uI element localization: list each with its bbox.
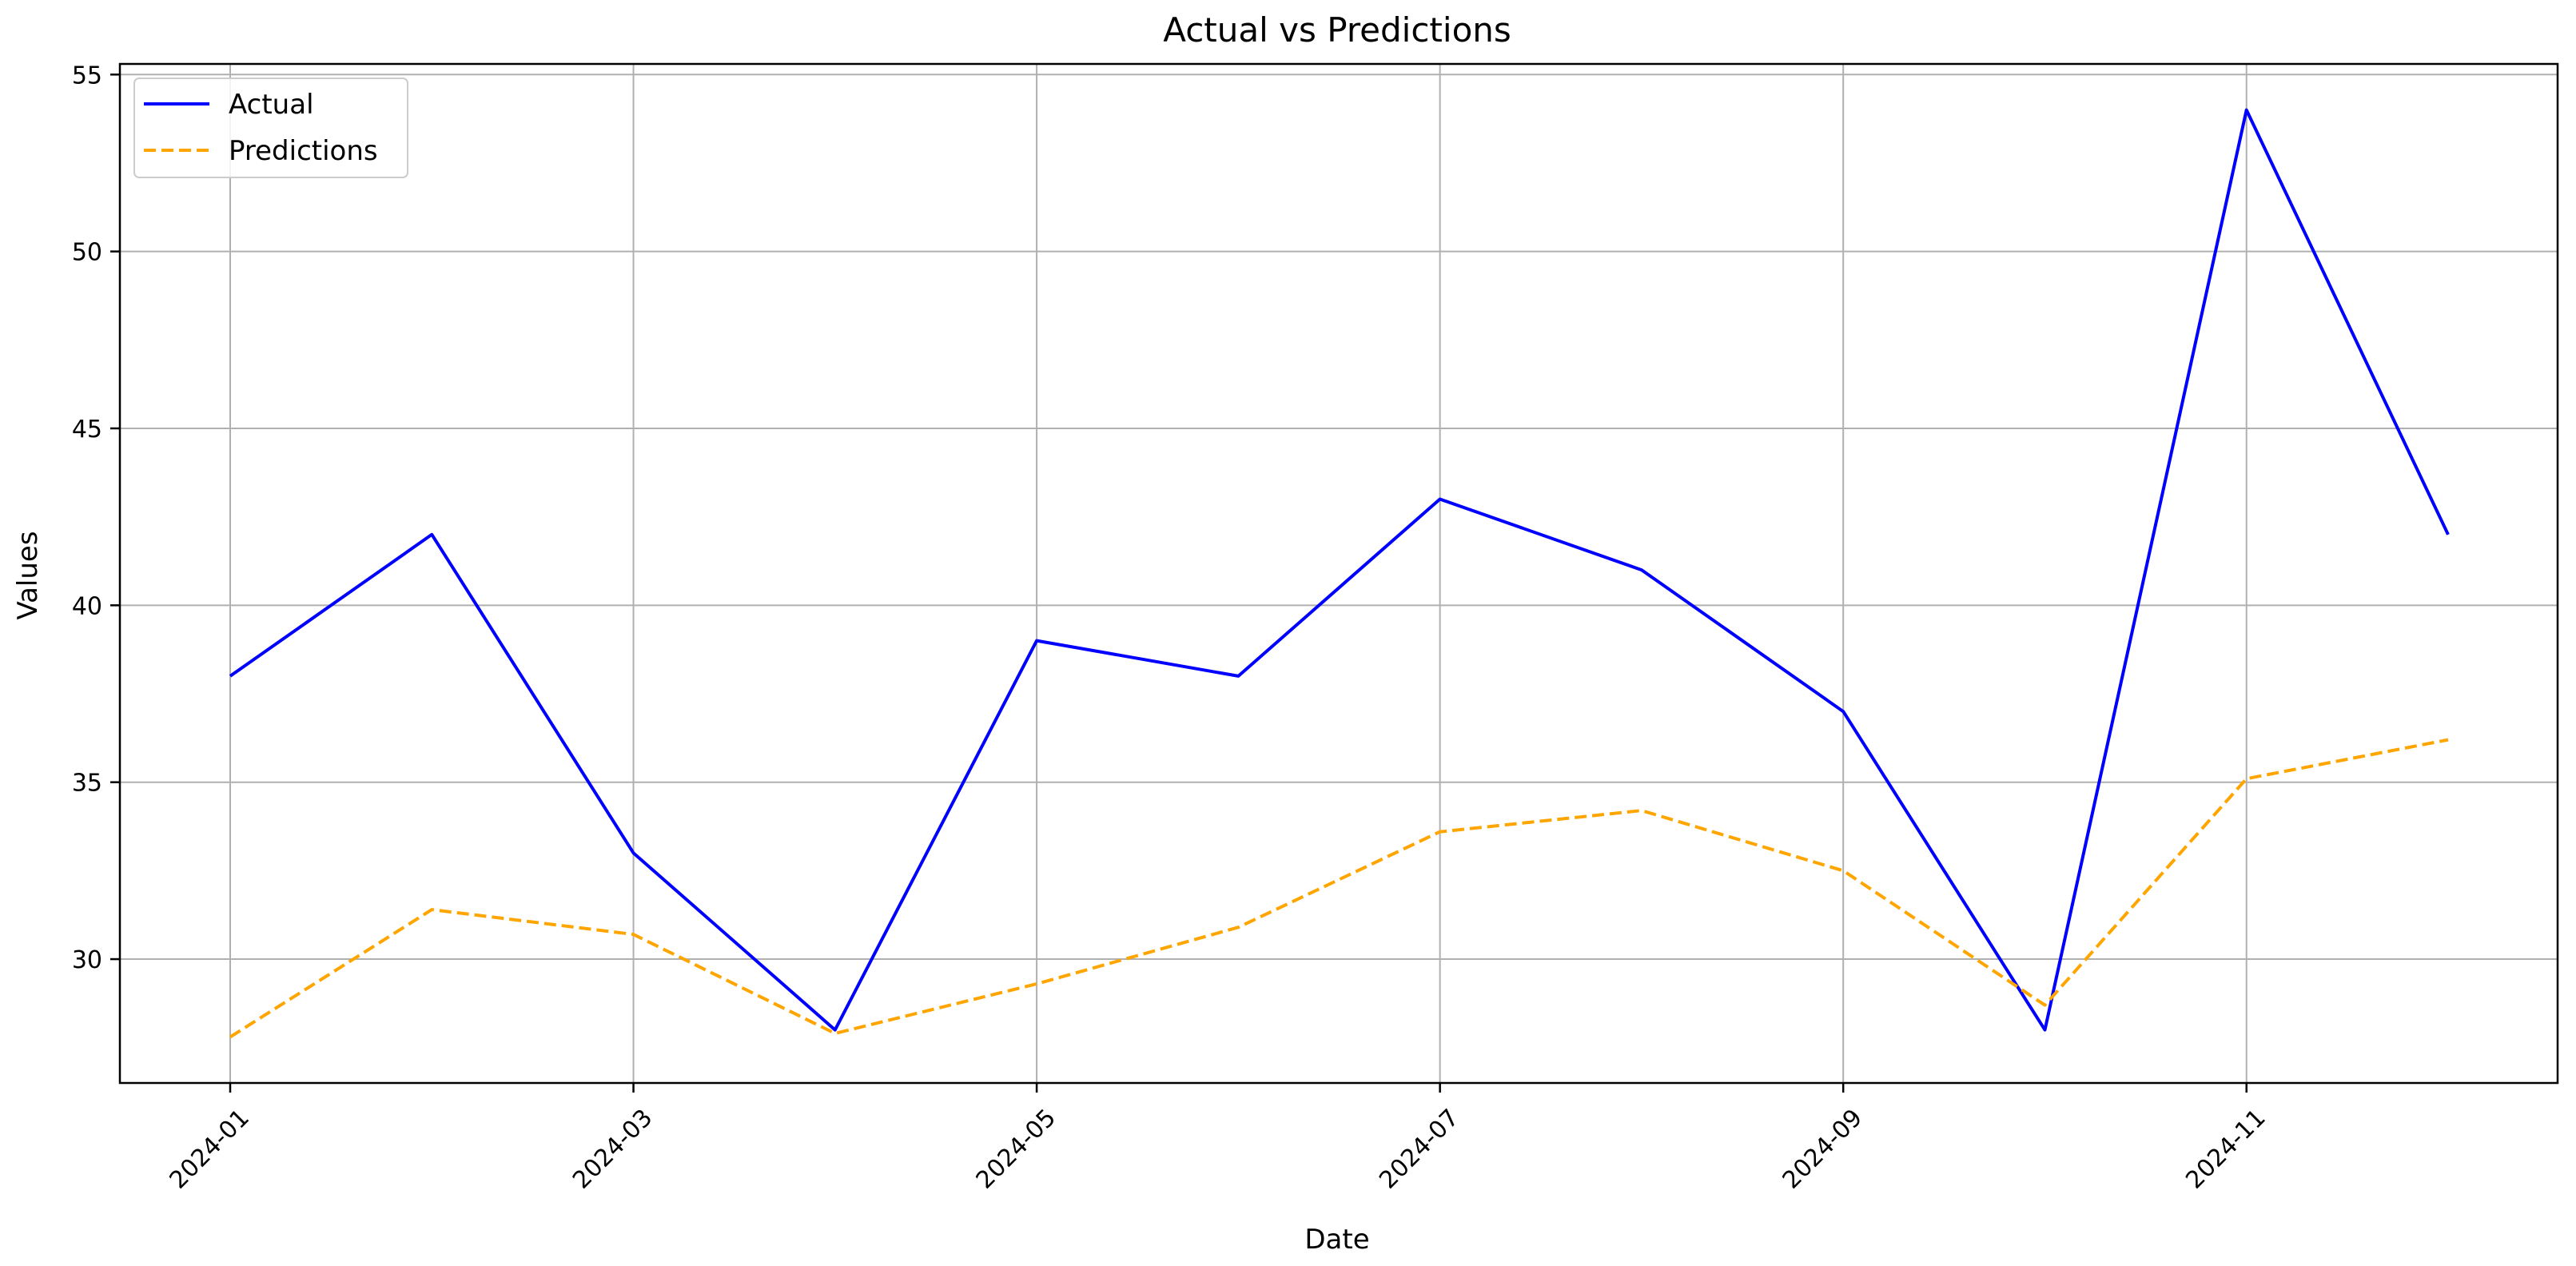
y-tick-label: 55 [72, 62, 102, 90]
data-point-predictions [1237, 926, 1239, 928]
legend: Actual Predictions [133, 78, 408, 178]
data-point-actual [1842, 711, 1844, 712]
data-point-predictions [229, 1036, 231, 1037]
data-point-actual [1036, 640, 1037, 642]
data-point-actual [633, 852, 635, 854]
data-point-actual [1641, 569, 1642, 571]
y-tick-label: 45 [72, 416, 102, 444]
data-point-actual [1439, 499, 1441, 500]
chart-title: Actual vs Predictions [1163, 10, 1511, 50]
y-tick-label: 50 [72, 239, 102, 267]
data-point-predictions [2246, 778, 2248, 779]
data-point-predictions [1641, 810, 1642, 811]
data-point-actual [2246, 109, 2248, 111]
data-point-actual [229, 675, 231, 677]
x-axis-label: Date [1304, 1224, 1369, 1256]
data-point-predictions [1842, 870, 1844, 871]
data-point-predictions [1036, 983, 1037, 985]
data-point-predictions [2044, 1005, 2045, 1006]
data-point-predictions [1439, 831, 1441, 833]
y-tick-label: 35 [72, 770, 102, 798]
legend-label-actual: Actual [229, 89, 314, 121]
grid [120, 64, 2558, 1083]
y-tick-label: 40 [72, 592, 102, 620]
legend-label-predictions: Predictions [229, 135, 378, 167]
y-axis-label: Values [12, 531, 44, 619]
data-point-actual [1237, 675, 1239, 677]
y-tick-label: 30 [72, 946, 102, 974]
series-layer [229, 108, 2450, 1039]
data-point-predictions [633, 934, 635, 935]
plot-frame [118, 62, 2559, 1085]
data-point-predictions [431, 909, 432, 910]
data-point-actual [431, 534, 432, 535]
data-point-actual [2447, 534, 2449, 535]
series-line-actual [229, 108, 2450, 1032]
data-point-actual [834, 1029, 836, 1031]
y-axis: 30 35 40 45 50 55 [72, 62, 120, 974]
data-point-predictions [834, 1033, 836, 1034]
series-line-predictions [229, 738, 2449, 1039]
data-point-predictions [2447, 739, 2449, 741]
data-point-actual [2044, 1029, 2045, 1031]
